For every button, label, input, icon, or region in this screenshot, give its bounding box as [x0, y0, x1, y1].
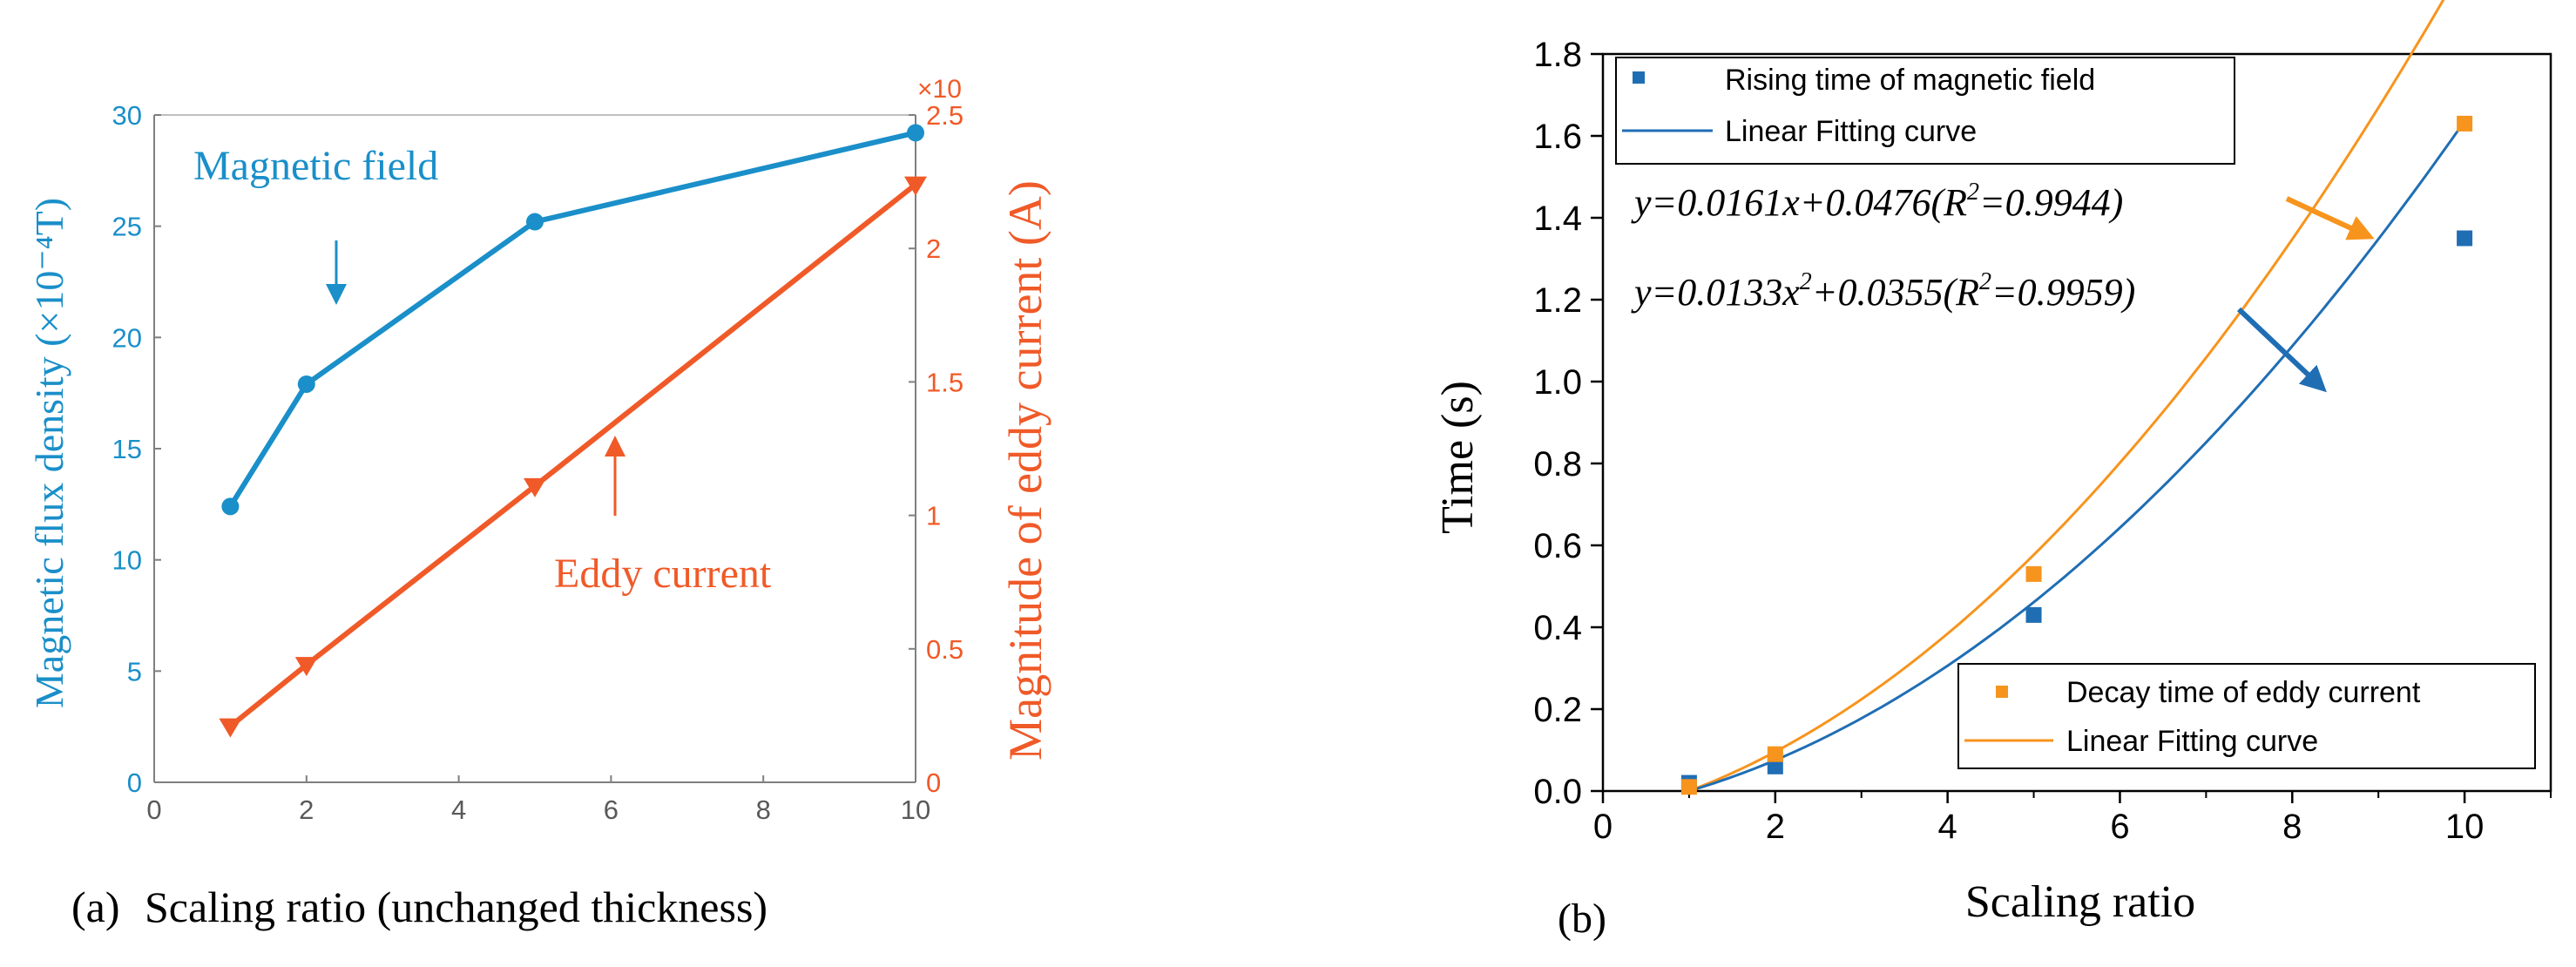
data-point-rising: [1767, 758, 1783, 774]
chart-b-y-tick-label: 0.0: [1533, 773, 1582, 811]
chart-a-right-axis-label: Magnitude of eddy current (A): [999, 180, 1051, 761]
data-point-decay: [1680, 779, 1697, 795]
chart-a-x-tick-label: 4: [451, 795, 466, 825]
chart-a-right-tick-label: 2: [926, 233, 941, 264]
chart-a-right-tick-label: 2.5: [926, 100, 963, 131]
equation-blue-arrow: [2236, 307, 2327, 393]
annotation-magnetic-field: Magnetic field: [193, 143, 438, 189]
equation-blue-sup1: 2: [1800, 268, 1812, 295]
chart-b-y-axis-label: Time (s): [1433, 381, 1483, 534]
chart-a-x-tick-label: 6: [604, 795, 619, 825]
legend-entry-decay: Decay time of eddy current: [2066, 676, 2421, 709]
chart-a-x-tick-label: 10: [901, 795, 930, 825]
equation-blue-sup2: 2: [1979, 268, 1991, 295]
legend-marker-decay: [1996, 686, 2008, 698]
chart-b-y-tick-label: 0.2: [1533, 691, 1582, 729]
series-magnetic-field-line: [227, 130, 916, 508]
chart-b-y-tick-label: 1.2: [1533, 281, 1582, 320]
data-point-magnetic-field: [526, 213, 544, 231]
data-point-eddy-current: [294, 657, 318, 677]
chart-a-x-axis-label: Scaling ratio (unchanged thickness): [145, 882, 767, 931]
chart-a-x-tick-label: 0: [146, 795, 161, 825]
legend-marker-rising: [1633, 71, 1645, 84]
chart-a: 0 5 10 15 20 25 30 0 0.5 1 1.5 2 2.5 0 2 4 6 8 10 ×10 Ma…: [27, 75, 1051, 931]
data-point-magnetic-field: [221, 497, 240, 516]
data-point-magnetic-field: [907, 124, 924, 142]
equation-blue-post: =0.9959): [1991, 271, 2135, 314]
equation-orange-pre: y=0.0161x+0.0476(R: [1631, 181, 1967, 224]
chart-a-x-tick-label: 2: [299, 795, 314, 825]
data-point-decay: [2457, 115, 2473, 132]
series-eddy-current-line: [228, 182, 917, 728]
data-point-rising: [2025, 606, 2042, 623]
chart-a-right-tick-label: 0: [926, 768, 941, 798]
equation-blue: y=0.0133x2+0.0355(R2=0.9959): [1631, 268, 2135, 314]
data-point-rising: [2457, 230, 2473, 247]
chart-a-x-tick-label: 8: [756, 795, 771, 825]
chart-a-left-tick-label: 5: [127, 656, 142, 686]
chart-b-x-axis-label: Scaling ratio: [1965, 877, 2195, 927]
chart-b-x-tick-label: 4: [1938, 808, 1957, 846]
chart-b-y-tick-label: 0.8: [1533, 445, 1582, 484]
chart-a-left-tick-label: 0: [127, 768, 142, 798]
annotation-eddy-current: Eddy current: [554, 551, 772, 597]
fit-curve-decay: [1688, 0, 2445, 793]
chart-a-right-tick-label: 0.5: [926, 634, 963, 665]
equation-orange-sup: 2: [1967, 179, 1979, 206]
chart-a-right-multiplier: ×10: [917, 75, 962, 104]
chart-a-right-tick-label: 1.5: [926, 367, 963, 397]
data-point-decay: [1767, 746, 1783, 762]
chart-b-y-tick-label: 0.6: [1533, 527, 1582, 565]
chart-b-plot-frame: [1601, 52, 2552, 793]
legend-bottom-right: Decay time of eddy current Linear Fittin…: [1957, 663, 2536, 769]
chart-a-left-tick-label: 10: [112, 545, 142, 576]
chart-a-left-axis-label: Magnetic flux density (×10⁻⁴T): [27, 198, 71, 708]
chart-b-y-tick-label: 1.6: [1533, 118, 1582, 156]
chart-a-panel-label: (a): [71, 882, 120, 931]
equation-orange-arrow: [2285, 196, 2375, 240]
chart-b-y-tick-label: 1.8: [1533, 36, 1582, 74]
chart-b-x-tick-label: 8: [2282, 808, 2302, 846]
data-point-eddy-current: [219, 718, 242, 738]
chart-b-x-tick-label: 6: [2110, 808, 2129, 846]
chart-a-right-tick-label: 1: [926, 501, 941, 531]
data-point-eddy-current: [904, 176, 927, 196]
equation-orange-post: =0.9944): [1979, 181, 2123, 224]
chart-b-panel-label: (b): [1558, 896, 1606, 942]
legend-entry-decay-fit: Linear Fitting curve: [2066, 725, 2318, 758]
chart-b-y-tick-label: 1.0: [1533, 363, 1582, 402]
data-point-magnetic-field: [297, 375, 315, 393]
fit-curve-rising: [1688, 120, 2466, 793]
chart-b-x-tick-label: 0: [1593, 808, 1613, 846]
chart-a-left-tick-label: 15: [112, 434, 142, 464]
chart-b-x-tick-label: 2: [1766, 808, 1785, 846]
data-point-decay: [2025, 565, 2042, 582]
legend-entry-rising: Rising time of magnetic field: [1725, 64, 2095, 97]
chart-b-x-tick-label: 10: [2445, 808, 2485, 846]
chart-b-y-tick-label: 0.4: [1533, 609, 1582, 647]
equation-blue-mid: +0.0355(R: [1812, 271, 1979, 314]
equation-orange: y=0.0161x+0.0476(R2=0.9944): [1631, 179, 2123, 224]
chart-b: 0.0 0.2 0.4 0.6 0.8 1.0 1.2 1.4 1.6 1.8 0 2 4 6 8 10 T…: [1433, 0, 2552, 942]
equation-blue-pre: y=0.0133x: [1631, 271, 1800, 314]
chart-a-left-tick-label: 25: [112, 212, 142, 242]
chart-b-y-tick-label: 1.4: [1533, 199, 1582, 238]
data-point-eddy-current: [524, 477, 546, 497]
chart-a-left-tick-label: 30: [112, 100, 142, 131]
chart-a-left-tick-label: 20: [112, 322, 142, 353]
legend-entry-rising-fit: Linear Fitting curve: [1725, 115, 1977, 148]
legend-top-left: Rising time of magnetic field Linear Fit…: [1615, 57, 2235, 165]
